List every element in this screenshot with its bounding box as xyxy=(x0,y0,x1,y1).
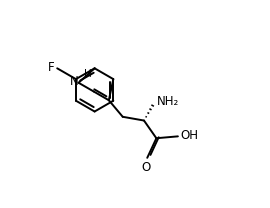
Text: NH₂: NH₂ xyxy=(157,95,179,108)
Text: H: H xyxy=(84,69,92,79)
Text: OH: OH xyxy=(180,129,198,142)
Text: N: N xyxy=(70,75,79,88)
Text: O: O xyxy=(142,161,151,174)
Text: F: F xyxy=(48,61,55,74)
